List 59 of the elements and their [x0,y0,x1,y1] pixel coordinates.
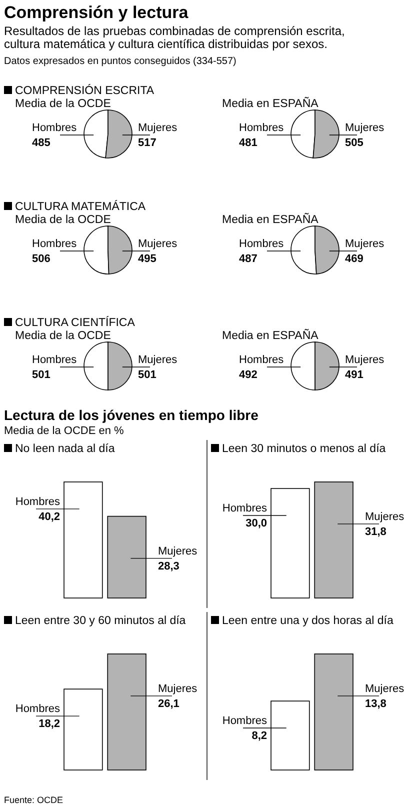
data-label: 8,2 [252,730,267,742]
series-label: Hombres [222,715,268,728]
chart-subtitle: Media de la OCDE [15,98,112,110]
slice-label: Hombres [32,122,78,134]
series-label: Hombres [15,496,60,508]
data-label: 495 [138,253,156,265]
data-label: 517 [138,137,156,149]
series-label: Hombres [222,502,268,514]
data-label: 40,2 [38,510,60,523]
text: Media de la OCDE en % [4,425,124,437]
slice-label: Mujeres [345,122,385,134]
chart-title: CULTURA CIENTÍFICA [15,316,136,329]
source-note: Fuente: OCDE [4,795,64,805]
chart-title: Leen entre una y dos horas al día [222,615,394,627]
slice-label: Mujeres [138,354,178,366]
series-label: Mujeres [158,682,198,695]
data-label: 492 [239,369,258,381]
series-label: Mujeres [365,682,405,695]
data-label: 18,2 [38,718,60,730]
data-label: 501 [138,369,156,381]
slice-label: Hombres [239,354,284,366]
data-label: 501 [32,369,50,381]
chart-title: COMPRENSIÓN ESCRITA [15,84,154,97]
slice-label: Hombres [32,238,78,250]
slice-label: Mujeres [345,238,385,250]
text: Datos expresados en puntos conseguidos (334-557) [4,56,236,67]
series-label: Mujeres [365,510,405,523]
chart-subtitle: Media de la OCDE [15,330,112,342]
text: Lectura de los jóvenes en tiempo libre [4,407,259,423]
data-label: 26,1 [158,698,180,710]
slice-label: Hombres [32,354,78,366]
data-label: 28,3 [158,560,180,572]
data-label: 469 [345,253,364,265]
data-label: 506 [32,253,50,265]
slice-label: Mujeres [138,238,178,250]
text: Resultados de las pruebas combinadas de comprensión escrita, cultura matemática y cultura científica distribuidas por sexos. [4,24,345,51]
slice-label: Mujeres [345,354,385,366]
data-label: 30,0 [246,518,267,530]
chart-title: Leen 30 minutos o menos al día [222,443,386,455]
data-label: 31,8 [365,526,386,538]
chart-title: No leen nada al día [15,443,116,455]
data-label: 491 [345,369,364,381]
data-label: 505 [345,137,364,149]
data-label: 485 [32,137,50,149]
chart-subtitle: Media en ESPAÑA [222,96,319,110]
slice-label: Hombres [239,238,284,250]
chart-subtitle: Media de la OCDE [15,214,112,226]
slice-label: Mujeres [138,122,178,134]
chart-subtitle: Media en ESPAÑA [222,328,319,342]
chart-subtitle: Media en ESPAÑA [222,212,319,226]
chart-title: Leen entre 30 y 60 minutos al día [15,615,186,627]
slice-label: Hombres [239,122,284,134]
data-label: 487 [239,253,258,265]
chart-title: CULTURA MATEMÁTICA [15,200,146,213]
series-label: Hombres [15,703,60,716]
data-label: 13,8 [365,698,386,710]
data-label: 481 [239,137,258,149]
series-label: Mujeres [158,545,198,558]
text: Comprensión y lectura [4,3,189,22]
